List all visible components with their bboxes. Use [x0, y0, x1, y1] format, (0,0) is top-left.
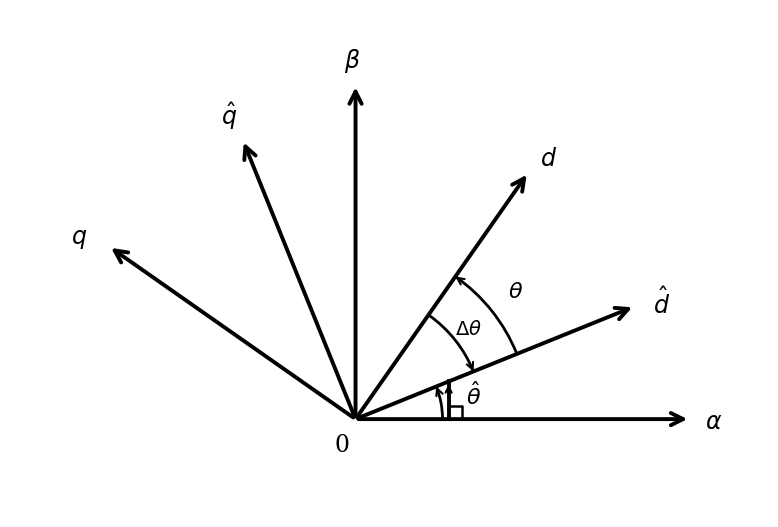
Text: $\hat{d}$: $\hat{d}$ [653, 287, 670, 319]
Text: $\hat{\theta}$: $\hat{\theta}$ [466, 382, 482, 410]
Text: $\beta$: $\beta$ [344, 47, 360, 75]
Text: $q$: $q$ [71, 228, 87, 251]
Text: 0: 0 [335, 434, 349, 457]
Text: $\hat{q}$: $\hat{q}$ [221, 101, 237, 132]
Text: $\Delta\theta$: $\Delta\theta$ [454, 320, 482, 339]
Text: $d$: $d$ [540, 148, 557, 171]
Text: $\alpha$: $\alpha$ [705, 411, 722, 434]
Text: $\theta$: $\theta$ [508, 281, 523, 303]
